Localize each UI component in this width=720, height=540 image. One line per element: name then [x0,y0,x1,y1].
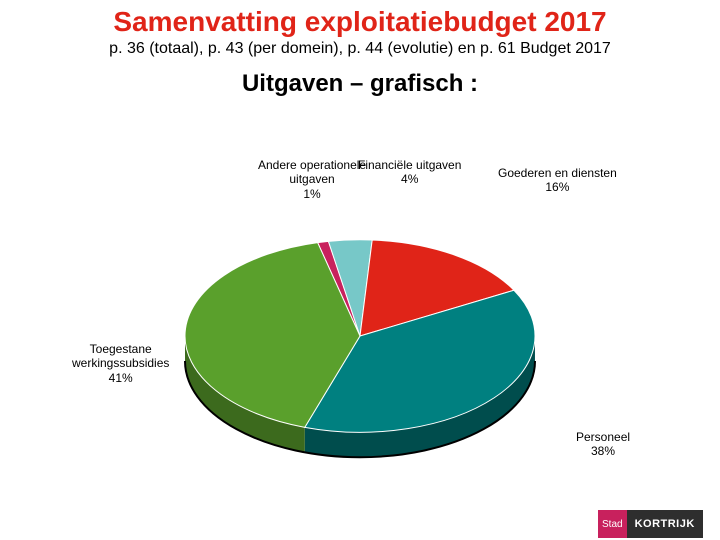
pie-label: Financiële uitgaven4% [358,158,461,187]
logo-right: KORTRIJK [627,510,703,538]
pie-label: Goederen en diensten16% [498,166,617,195]
logo-left: Stad [598,510,627,538]
pie-label: Andere operationeleuitgaven1% [258,158,366,201]
logo: Stad KORTRIJK [598,510,708,538]
pie-chart: Andere operationeleuitgaven1%Financiële … [0,6,720,540]
pie-label: Toegestanewerkingssubsidies41% [72,342,169,385]
pie-label: Personeel38% [576,430,630,459]
